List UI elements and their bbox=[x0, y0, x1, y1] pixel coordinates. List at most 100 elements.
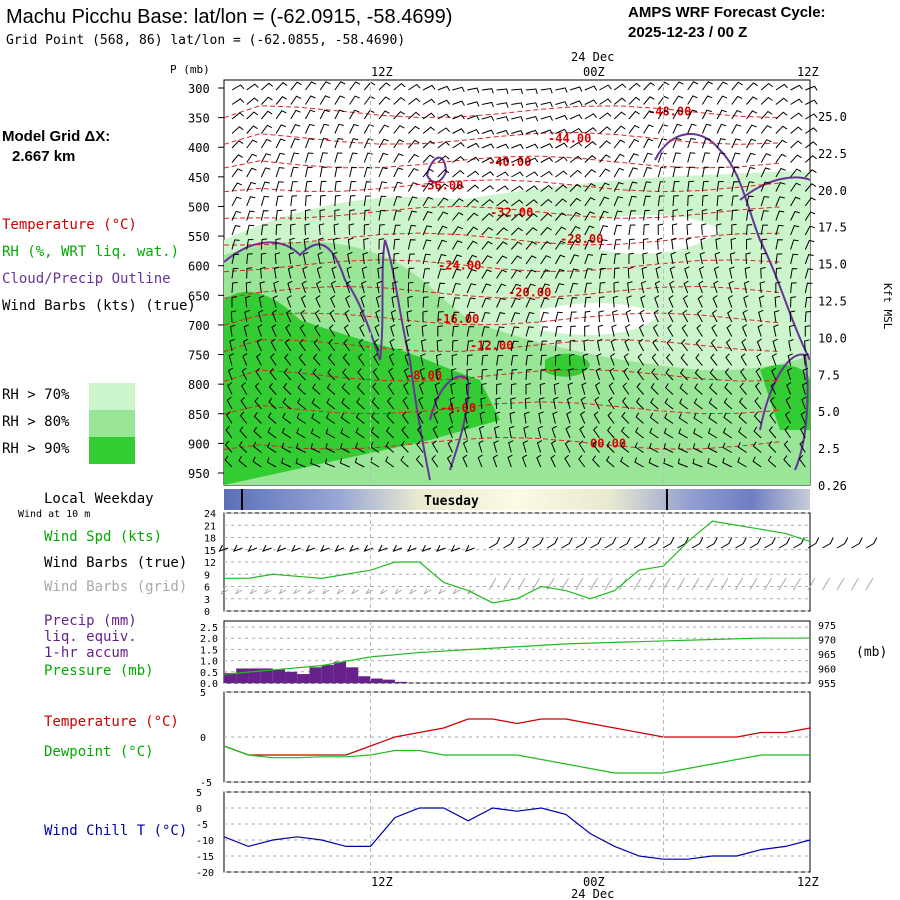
wind-barb bbox=[448, 425, 454, 439]
top-date-label: 24 Dec bbox=[571, 50, 614, 64]
wind-barb bbox=[716, 81, 728, 91]
wind-barb bbox=[592, 455, 600, 468]
wind-barb bbox=[611, 324, 617, 337]
wind-barb bbox=[787, 353, 793, 366]
wind-barb bbox=[290, 109, 301, 120]
wind-barb bbox=[260, 195, 270, 207]
wind-barb-grid bbox=[749, 577, 758, 591]
wind-barb bbox=[754, 397, 762, 410]
wind-barb bbox=[681, 339, 689, 352]
wind-barb bbox=[269, 353, 277, 366]
wind-barb bbox=[608, 382, 615, 395]
wind-barb bbox=[431, 440, 439, 453]
wind-barb bbox=[671, 237, 677, 250]
wind-barb bbox=[798, 454, 806, 468]
wind-barb bbox=[466, 311, 475, 323]
wind-barb bbox=[310, 443, 321, 453]
temperature-tick-label: -5 bbox=[200, 778, 212, 789]
wind-barb bbox=[628, 82, 641, 91]
wind-barb bbox=[672, 109, 683, 120]
wind-barb bbox=[467, 115, 480, 121]
wind-barb bbox=[672, 181, 680, 192]
wind-barb bbox=[599, 98, 612, 105]
wind-barb bbox=[716, 138, 726, 149]
pressure-tick-label: 450 bbox=[188, 171, 210, 185]
wind-barb bbox=[724, 368, 733, 381]
wind-barb bbox=[363, 209, 371, 221]
wind-barb bbox=[437, 225, 448, 236]
wind-barb bbox=[624, 324, 631, 337]
wind-barb bbox=[607, 411, 615, 424]
wind-barb bbox=[757, 324, 763, 337]
wind-barb bbox=[296, 398, 306, 410]
wind-barb bbox=[355, 442, 365, 453]
wind-barb bbox=[746, 110, 758, 120]
temperature-contour-label: -4.00 bbox=[440, 401, 476, 415]
wind-barb bbox=[554, 297, 564, 308]
wind-barb bbox=[481, 198, 494, 207]
wind-barb bbox=[243, 324, 249, 337]
wind-barb bbox=[452, 100, 465, 106]
wind-barb bbox=[422, 211, 433, 221]
wind-barb bbox=[481, 143, 495, 149]
wind-barb bbox=[775, 253, 783, 265]
wind-barb bbox=[406, 544, 417, 553]
wind-barb bbox=[760, 96, 773, 105]
wind-barb bbox=[357, 368, 365, 381]
wind-tick-label: 6 bbox=[204, 583, 210, 594]
wind-barb bbox=[420, 339, 427, 352]
wind-barb bbox=[481, 269, 492, 279]
wind-barb bbox=[569, 155, 583, 163]
wind-barb bbox=[496, 157, 509, 163]
wind-barb bbox=[446, 454, 453, 468]
wind-barb bbox=[650, 383, 659, 395]
wind-barb-grid bbox=[394, 588, 403, 595]
wind-barb bbox=[355, 412, 365, 424]
wind-barb bbox=[790, 196, 801, 207]
wind-barb bbox=[613, 281, 619, 294]
wind-barb bbox=[334, 544, 345, 553]
wind-barb bbox=[628, 110, 640, 120]
wind-barb bbox=[525, 340, 534, 352]
wind-barb bbox=[700, 237, 706, 250]
temperature-contour bbox=[223, 285, 781, 299]
wind-barb bbox=[804, 169, 817, 178]
wind-barb bbox=[260, 210, 269, 221]
wind-barb bbox=[540, 212, 553, 221]
wind-barb-grid bbox=[503, 577, 511, 591]
wind-barb bbox=[290, 181, 298, 192]
wind-barb bbox=[386, 411, 395, 424]
wind-barb bbox=[448, 411, 455, 424]
wind-barb bbox=[246, 139, 258, 149]
wind-barb bbox=[804, 239, 815, 250]
wind-barb bbox=[706, 537, 718, 549]
wind-barb bbox=[554, 368, 560, 381]
wind-barb bbox=[639, 309, 645, 323]
wind-barb bbox=[760, 153, 772, 163]
wind-barb bbox=[613, 224, 622, 236]
wind-barb bbox=[599, 282, 606, 294]
wind-barb bbox=[511, 171, 524, 178]
wind-barb bbox=[436, 339, 443, 352]
wind-barb bbox=[289, 237, 295, 250]
wind-barb bbox=[569, 339, 576, 352]
wind-barb bbox=[651, 368, 659, 381]
wind-barb bbox=[466, 142, 480, 149]
wind-barb bbox=[769, 396, 777, 410]
wind-barb bbox=[319, 95, 331, 105]
wind-barb bbox=[304, 223, 310, 236]
wind-barb bbox=[623, 367, 630, 381]
wind-barb bbox=[334, 81, 346, 91]
wind-barb bbox=[746, 181, 755, 192]
wind-barb bbox=[281, 442, 292, 453]
top-time-12z-a: 12Z bbox=[371, 65, 393, 79]
wind-barb bbox=[481, 297, 491, 308]
wind-barb bbox=[599, 84, 612, 91]
wind-barb bbox=[467, 128, 480, 135]
wind-barb bbox=[691, 537, 704, 549]
wind-barb bbox=[434, 382, 440, 395]
wind-barb bbox=[687, 123, 697, 134]
wind-barb bbox=[656, 237, 663, 250]
wind-barb bbox=[730, 237, 737, 250]
wind-barb bbox=[760, 195, 770, 207]
